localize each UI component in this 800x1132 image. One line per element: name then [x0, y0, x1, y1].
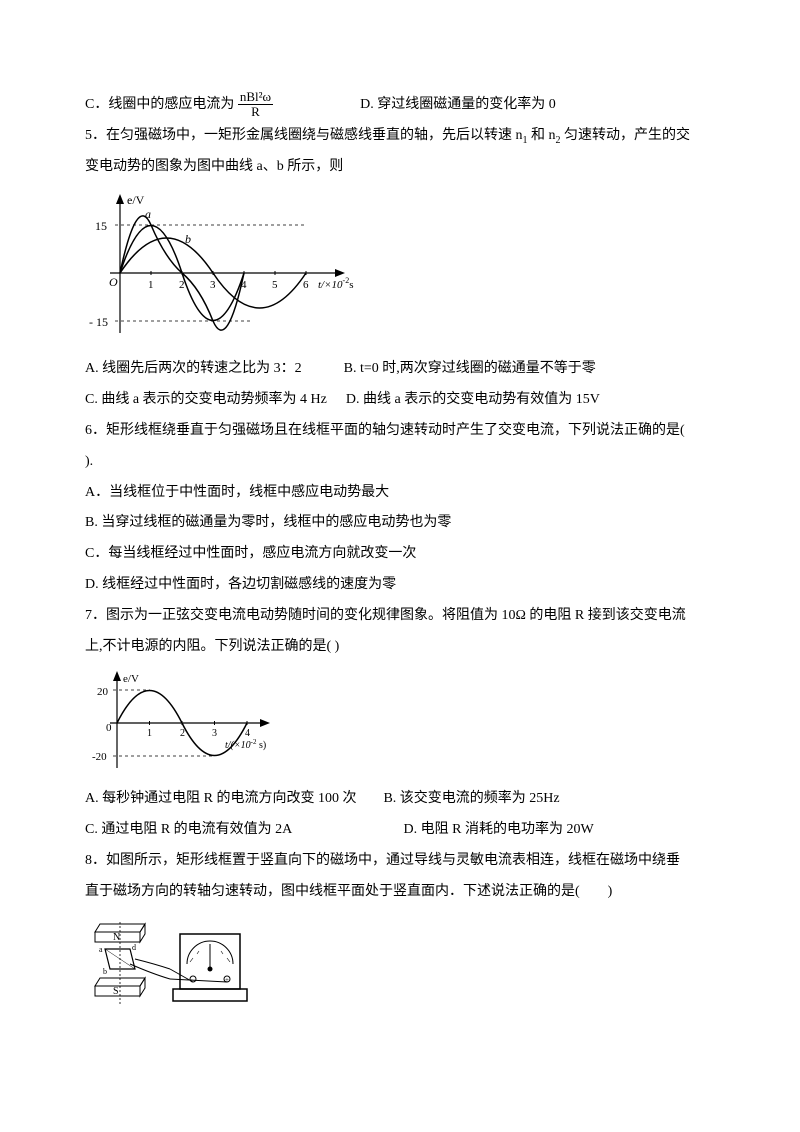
svg-text:a: a — [99, 945, 103, 954]
svg-text:S: S — [113, 986, 119, 997]
svg-text:+: + — [225, 976, 229, 984]
svg-text:b: b — [103, 967, 107, 976]
q5-ytick-pos: 15 — [95, 219, 107, 233]
q5-stem-2: 变电动势的图象为图中曲线 a、b 所示，则 — [85, 152, 715, 183]
q6-stem-1: 6．矩形线框绕垂直于匀强磁场且在线框平面的轴匀速转动时产生了交变电流，下列说法正… — [85, 416, 715, 447]
q5-curve-a: a — [145, 207, 151, 221]
q6-b: B. 当穿过线框的磁通量为零时，线框中的感应电动势也为零 — [85, 508, 715, 539]
q5-stem-1: 5．在匀强磁场中，一矩形金属线圈绕与磁感线垂直的轴，先后以转速 n1 和 n2 … — [85, 121, 715, 152]
svg-text:1: 1 — [148, 279, 154, 291]
svg-text:t/(×10-2 s): t/(×10-2 s) — [225, 738, 266, 751]
frac-numerator: nBl²ω — [238, 90, 273, 105]
q4-d: D. 穿过线圈磁通量的变化率为 0 — [360, 97, 556, 112]
q7-ytick-zero: 0 — [106, 722, 112, 734]
svg-text:1: 1 — [147, 728, 152, 739]
q7-options-ab: A. 每秒钟通过电阻 R 的电流方向改变 100 次 B. 该交变电流的频率为 … — [85, 784, 715, 815]
svg-text:3: 3 — [210, 279, 216, 291]
q7-graph: e/V 20 -20 0 1 2 3 4 t/(×10-2 s) — [85, 668, 285, 778]
q7-ytick-pos: 20 — [97, 686, 109, 698]
q4-c-prefix: C．线圈中的感应电流为 — [85, 97, 234, 112]
q5-curve-b: b — [185, 232, 191, 246]
q7-b: B. 该交变电流的频率为 25Hz — [383, 791, 559, 806]
q8-stem-1: 8．如图所示，矩形线框置于竖直向下的磁场中，通过导线与灵敏电流表相连，线框在磁场… — [85, 846, 715, 877]
q5-a: A. 线圈先后两次的转速之比为 3：2 — [85, 361, 302, 376]
svg-text:6: 6 — [303, 279, 309, 291]
q8-stem-2: 直于磁场方向的转轴匀速转动，图中线框平面处于竖直面内．下述说法正确的是( ) — [85, 877, 715, 908]
svg-text:2: 2 — [180, 728, 185, 739]
svg-text:N: N — [113, 932, 120, 943]
svg-text:2: 2 — [179, 279, 185, 291]
q7-c: C. 通过电阻 R 的电流有效值为 2A — [85, 822, 292, 837]
q7-options-cd: C. 通过电阻 R 的电流有效值为 2A D. 电阻 R 消耗的电功率为 20W — [85, 815, 715, 846]
q8-figure: N S a d b − + — [85, 914, 255, 1014]
q5-c: C. 曲线 a 表示的交变电动势频率为 4 Hz — [85, 392, 327, 407]
svg-text:5: 5 — [272, 279, 278, 291]
svg-text:d: d — [132, 943, 136, 952]
q7-ylabel: e/V — [123, 673, 139, 685]
svg-text:t/×10-2s: t/×10-2s — [318, 276, 354, 291]
frac-denominator: R — [238, 105, 273, 119]
svg-text:4: 4 — [241, 279, 247, 291]
q5-origin: O — [109, 275, 118, 289]
q5-graph: e/V 15 - 15 O a b 1 2 3 4 5 6 t/×10-2s — [85, 188, 365, 348]
q6-d: D. 线框经过中性面时，各边切割磁感线的速度为零 — [85, 570, 715, 601]
svg-text:4: 4 — [245, 728, 250, 739]
q5-b: B. t=0 时,两次穿过线圈的磁通量不等于零 — [344, 361, 596, 376]
q7-stem-1: 7．图示为一正弦交变电流电动势随时间的变化规律图象。将阻值为 10Ω 的电阻 R… — [85, 601, 715, 632]
q6-c: C．每当线框经过中性面时，感应电流方向就改变一次 — [85, 539, 715, 570]
q5-options-cd: C. 曲线 a 表示的交变电动势频率为 4 Hz D. 曲线 a 表示的交变电动… — [85, 385, 715, 416]
svg-text:3: 3 — [212, 728, 217, 739]
q4-c-formula: nBl²ω R — [238, 90, 273, 120]
q5-ytick-neg: - 15 — [89, 315, 108, 329]
q6-a: A．当线框位于中性面时，线框中感应电动势最大 — [85, 478, 715, 509]
q5-d: D. 曲线 a 表示的交变电动势有效值为 15V — [346, 392, 600, 407]
q6-stem-2: ). — [85, 447, 715, 478]
q7-ytick-neg: -20 — [92, 751, 107, 763]
q5-ylabel: e/V — [127, 193, 145, 207]
q7-a: A. 每秒钟通过电阻 R 的电流方向改变 100 次 — [85, 791, 356, 806]
q7-stem-2: 上,不计电源的内阻。下列说法正确的是( ) — [85, 632, 715, 663]
q5-options-ab: A. 线圈先后两次的转速之比为 3：2 B. t=0 时,两次穿过线圈的磁通量不… — [85, 354, 715, 385]
q4-options-cd: C．线圈中的感应电流为 nBl²ω R D. 穿过线圈磁通量的变化率为 0 — [85, 90, 715, 121]
q7-d: D. 电阻 R 消耗的电功率为 20W — [404, 822, 594, 837]
